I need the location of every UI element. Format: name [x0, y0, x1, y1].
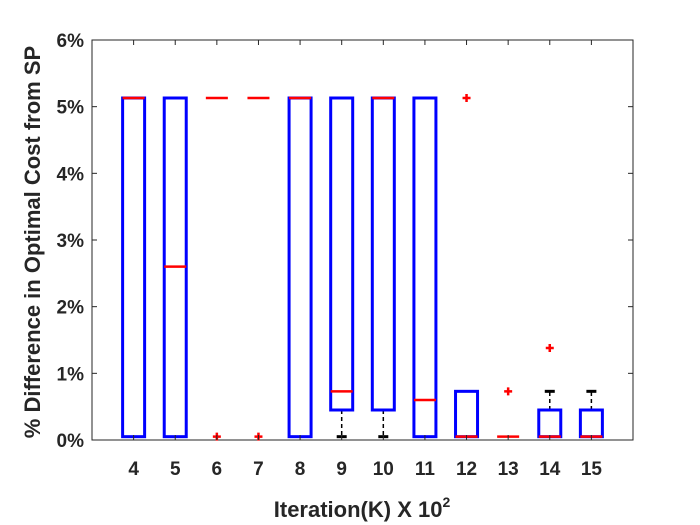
box-8	[287, 96, 313, 439]
y-axis-ticks: 0% 1% 2% 3% 4% 5% 6%	[57, 31, 633, 452]
x-tick-label: 12	[456, 459, 477, 480]
box-10	[370, 96, 396, 439]
box-12	[454, 94, 480, 439]
y-tick-label: 3%	[57, 231, 85, 252]
x-tick-label: 7	[253, 459, 264, 480]
x-axis-label: Iteration(K) X 102	[274, 494, 451, 522]
box-body	[287, 96, 313, 439]
plot-frame	[91, 39, 634, 441]
y-tick-label: 6%	[57, 31, 85, 52]
outlier-marker	[504, 387, 513, 396]
box-5	[162, 96, 188, 439]
box-body	[578, 408, 604, 439]
y-tick-label: 4%	[57, 164, 85, 185]
box-body	[121, 96, 147, 439]
outlier-marker	[545, 344, 554, 352]
x-tick-label: 9	[336, 459, 347, 480]
y-tick-label: 2%	[57, 298, 85, 319]
x-tick-label: 8	[295, 459, 306, 480]
x-tick-label: 4	[128, 459, 139, 480]
box-body	[412, 96, 438, 439]
box-4	[121, 96, 147, 439]
box-6	[205, 96, 228, 441]
box-15	[578, 389, 604, 439]
x-tick-label: 6	[212, 459, 223, 480]
x-tick-label: 5	[170, 459, 181, 480]
boxes-layer	[121, 94, 604, 441]
outlier-marker	[462, 94, 471, 102]
x-tick-label: 10	[373, 459, 394, 480]
y-axis-label: % Difference in Optimal Cost from SP	[20, 46, 45, 438]
box-9	[329, 96, 355, 439]
x-tick-label: 13	[498, 459, 519, 480]
box-7	[247, 96, 270, 441]
y-tick-label: 0%	[57, 431, 85, 452]
plot-area	[91, 39, 634, 441]
box-body	[454, 389, 480, 439]
x-tick-label: 14	[539, 459, 561, 480]
box-14	[537, 344, 563, 439]
box-13	[497, 387, 520, 438]
y-tick-label: 5%	[57, 98, 85, 119]
box-11	[412, 96, 438, 439]
x-tick-label: 15	[581, 459, 603, 480]
box-body	[370, 96, 396, 412]
x-axis-ticks: 4 5 6 7 8 9 10 11 12 13 14 15	[128, 40, 602, 480]
x-tick-label: 11	[415, 459, 436, 480]
y-tick-label: 1%	[57, 364, 85, 385]
box-body	[329, 96, 355, 412]
box-body	[537, 408, 563, 439]
